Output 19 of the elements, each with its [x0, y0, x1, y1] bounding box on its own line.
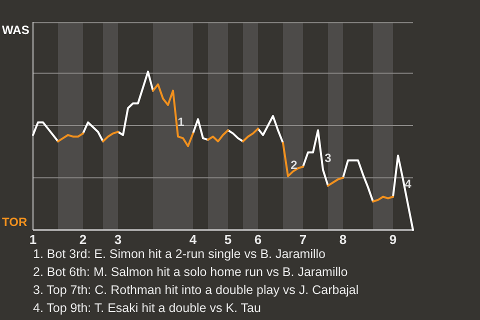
x-tick-label: 1: [29, 232, 37, 247]
x-tick-label: 4: [189, 232, 198, 247]
annotation: 4: [404, 177, 412, 191]
text: TOR: [2, 215, 28, 229]
x-tick-label: 8: [339, 232, 347, 247]
text: 3. Top 7th: C. Rothman hit into a double play vs J. Carbajal: [33, 283, 359, 297]
x-tick-label: 2: [79, 232, 87, 247]
annotation: 1: [178, 115, 185, 129]
annotation: 3: [324, 151, 332, 165]
text: 2. Bot 6th: M. Salmon hit a solo home run vs B. Jaramillo: [33, 265, 348, 279]
annotation: 2: [290, 158, 298, 172]
text: 1. Bot 3rd: E. Simon hit a 2-run single vs B. Jaramillo: [33, 247, 326, 261]
x-tick-label: 7: [299, 232, 307, 247]
text: 4. Top 9th: T. Esaki hit a double vs K. Tau: [33, 301, 261, 315]
text: WAS: [2, 23, 30, 37]
x-tick-label: 9: [389, 232, 397, 247]
x-tick-label: 6: [254, 232, 262, 247]
x-tick-label: 5: [224, 232, 232, 247]
x-tick-label: 3: [114, 232, 122, 247]
